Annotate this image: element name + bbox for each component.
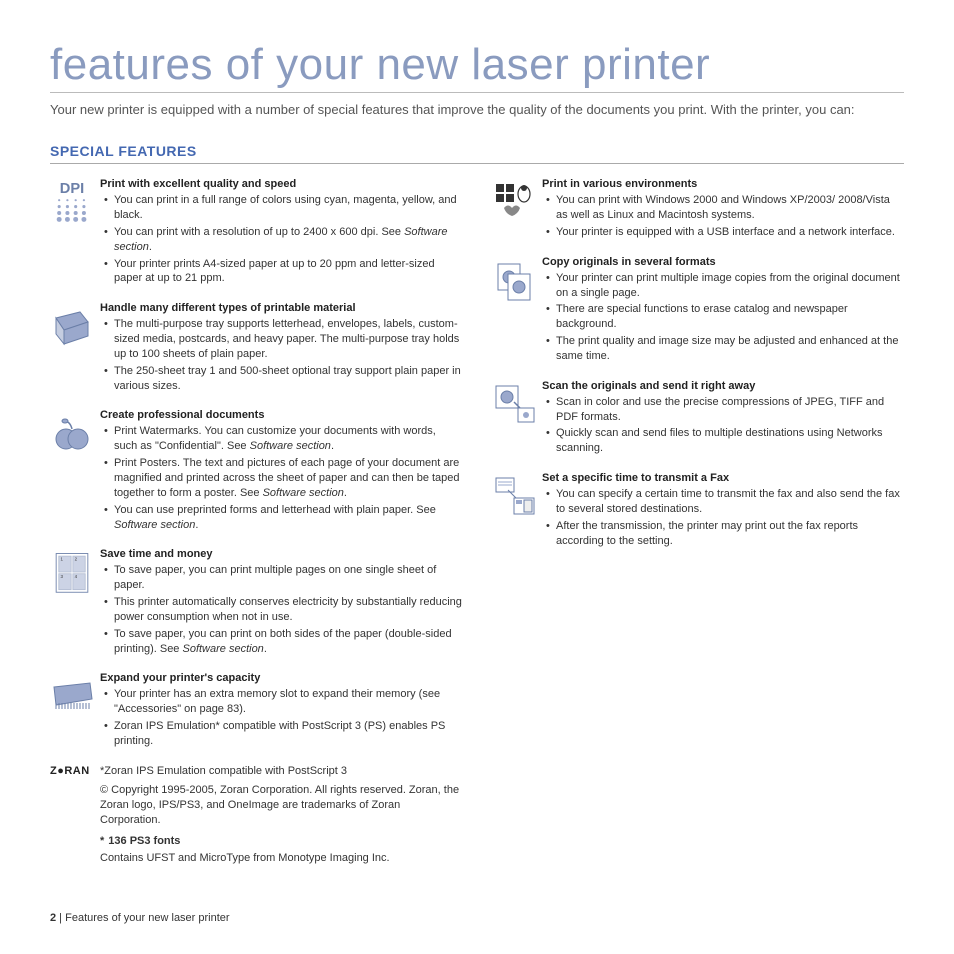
fonts-body: Contains UFST and MicroType from Monotyp… [100, 851, 462, 866]
fonts-title: *136 PS3 fonts [100, 835, 462, 847]
feature-block: Scan the originals and send it right awa… [492, 380, 904, 458]
list-item: You can use preprinted forms and letterh… [100, 503, 462, 533]
feature-body: Set a specific time to transmit a Fax You… [542, 472, 904, 550]
list-item: You can specify a certain time to transm… [542, 487, 904, 517]
feature-list: You can print in a full range of colors … [100, 193, 462, 286]
zoran-block: Z●RAN *Zoran IPS Emulation compatible wi… [50, 765, 462, 777]
feature-heading: Print in various environments [542, 178, 904, 190]
list-item: The multi-purpose tray supports letterhe… [100, 317, 462, 362]
feature-block: Set a specific time to transmit a Fax You… [492, 472, 904, 550]
feature-heading: Expand your printer's capacity [100, 672, 462, 684]
feature-body: Copy originals in several formats Your pr… [542, 256, 904, 366]
dpi-icon: DPI [50, 178, 100, 288]
feature-body: Scan the originals and send it right awa… [542, 380, 904, 458]
list-item: Print Posters. The text and pictures of … [100, 456, 462, 501]
feature-heading: Handle many different types of printable… [100, 302, 462, 314]
list-item: Your printer has an extra memory slot to… [100, 687, 462, 717]
list-item: Scan in color and use the precise compre… [542, 395, 904, 425]
paper-icon [50, 302, 100, 395]
feature-list: Your printer can print multiple image co… [542, 271, 904, 364]
list-item: The 250-sheet tray 1 and 500-sheet optio… [100, 364, 462, 394]
list-item: Print Watermarks. You can customize your… [100, 424, 462, 454]
nup-icon: 1234 [50, 548, 100, 658]
feature-heading: Scan the originals and send it right awa… [542, 380, 904, 392]
list-item: Zoran IPS Emulation* compatible with Pos… [100, 719, 462, 749]
zoran-copyright: © Copyright 1995-2005, Zoran Corporation… [100, 783, 462, 828]
feature-block: Expand your printer's capacity Your print… [50, 672, 462, 750]
feature-block: Create professional documents Print Water… [50, 409, 462, 534]
feature-list: Print Watermarks. You can customize your… [100, 424, 462, 532]
feature-body: Create professional documents Print Water… [100, 409, 462, 534]
zoran-notes: © Copyright 1995-2005, Zoran Corporation… [100, 783, 462, 866]
feature-body: Save time and money To save paper, you ca… [100, 548, 462, 658]
list-item: You can print with a resolution of up to… [100, 225, 462, 255]
intro-text: Your new printer is equipped with a numb… [50, 101, 904, 119]
feature-block: Copy originals in several formats Your pr… [492, 256, 904, 366]
list-item: Your printer is equipped with a USB inte… [542, 225, 904, 240]
list-item: Your printer prints A4-sized paper at up… [100, 257, 462, 287]
copy-icon [492, 256, 542, 366]
feature-block: Handle many different types of printable… [50, 302, 462, 395]
feature-list: Your printer has an extra memory slot to… [100, 687, 462, 748]
list-item: To save paper, you can print on both sid… [100, 627, 462, 657]
feature-block: DPI Print with excellent quality and spee… [50, 178, 462, 288]
list-item: Your printer can print multiple image co… [542, 271, 904, 301]
feature-heading: Save time and money [100, 548, 462, 560]
feature-body: Print in various environments You can pri… [542, 178, 904, 242]
feature-list: You can print with Windows 2000 and Wind… [542, 193, 904, 240]
feature-heading: Set a specific time to transmit a Fax [542, 472, 904, 484]
page-footer: 2 | Features of your new laser printer [50, 912, 230, 924]
os-icon [492, 178, 542, 242]
fax-icon [492, 472, 542, 550]
list-item: You can print with Windows 2000 and Wind… [542, 193, 904, 223]
feature-body: Handle many different types of printable… [100, 302, 462, 395]
list-item: To save paper, you can print multiple pa… [100, 563, 462, 593]
section-heading: SPECIAL FEATURES [50, 143, 904, 164]
feature-heading: Copy originals in several formats [542, 256, 904, 268]
feature-block: Print in various environments You can pri… [492, 178, 904, 242]
feature-list: You can specify a certain time to transm… [542, 487, 904, 548]
feature-list: Scan in color and use the precise compre… [542, 395, 904, 456]
list-item: After the transmission, the printer may … [542, 519, 904, 549]
zoran-title: *Zoran IPS Emulation compatible with Pos… [100, 765, 462, 777]
feature-list: The multi-purpose tray supports letterhe… [100, 317, 462, 393]
feature-heading: Print with excellent quality and speed [100, 178, 462, 190]
columns: DPI Print with excellent quality and spee… [50, 178, 904, 874]
memory-icon [50, 672, 100, 750]
zoran-logo: Z●RAN [50, 765, 100, 777]
list-item: The print quality and image size may be … [542, 334, 904, 364]
svg-text:DPI: DPI [60, 181, 84, 197]
feature-list: To save paper, you can print multiple pa… [100, 563, 462, 656]
list-item: You can print in a full range of colors … [100, 193, 462, 223]
feature-body: Expand your printer's capacity Your print… [100, 672, 462, 750]
page-title: features of your new laser printer [50, 40, 904, 93]
feature-heading: Create professional documents [100, 409, 462, 421]
right-column: Print in various environments You can pri… [492, 178, 904, 874]
apple-icon [50, 409, 100, 534]
list-item: This printer automatically conserves ele… [100, 595, 462, 625]
feature-block: 1234Save time and money To save paper, yo… [50, 548, 462, 658]
list-item: There are special functions to erase cat… [542, 302, 904, 332]
list-item: Quickly scan and send files to multiple … [542, 426, 904, 456]
scan-icon [492, 380, 542, 458]
left-column: DPI Print with excellent quality and spee… [50, 178, 462, 874]
feature-body: Print with excellent quality and speed Yo… [100, 178, 462, 288]
